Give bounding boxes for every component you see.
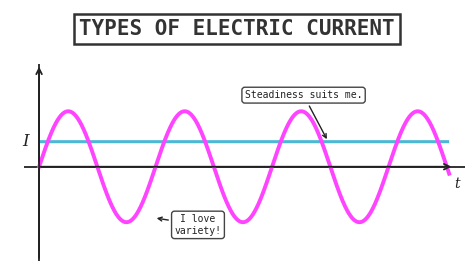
Text: I: I xyxy=(22,133,29,150)
Text: TYPES OF ELECTRIC CURRENT: TYPES OF ELECTRIC CURRENT xyxy=(79,19,395,39)
Text: I love
variety!: I love variety! xyxy=(158,214,221,236)
Text: Steadiness suits me.: Steadiness suits me. xyxy=(245,90,362,138)
Text: t: t xyxy=(455,177,460,192)
